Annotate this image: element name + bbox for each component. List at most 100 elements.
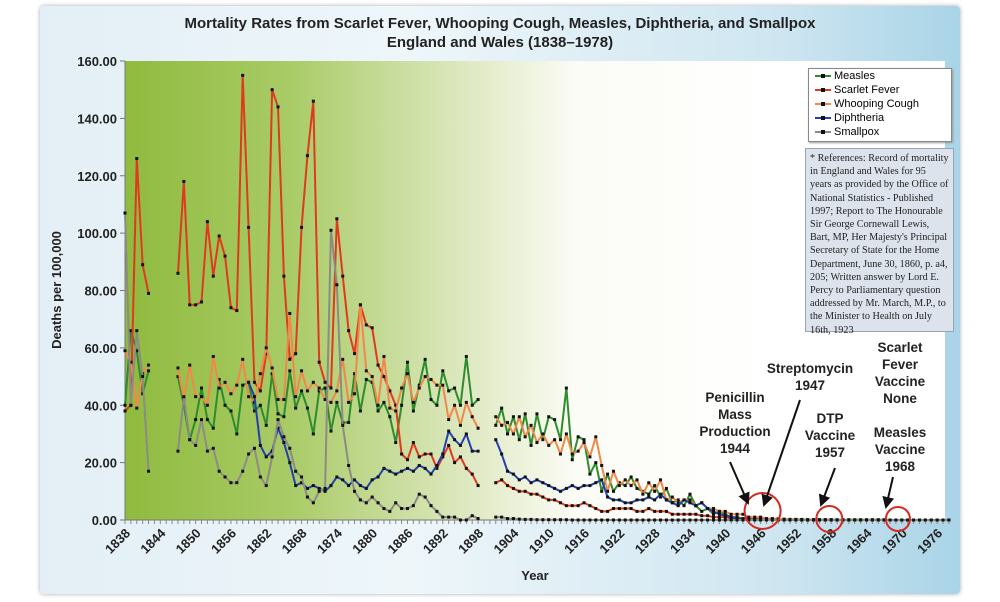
data-point — [135, 349, 139, 353]
data-point — [500, 423, 504, 427]
data-point — [511, 415, 515, 419]
data-point — [229, 306, 233, 310]
data-point — [611, 469, 615, 473]
data-point — [200, 418, 204, 422]
title-line: Mortality Rates from Scarlet Fever, Whoo… — [184, 15, 816, 32]
annotation-text: Measles Vaccine 1968 — [873, 425, 927, 474]
data-point — [176, 271, 180, 275]
data-point — [217, 469, 221, 473]
data-point — [423, 375, 427, 379]
data-point — [706, 514, 710, 518]
data-point — [441, 383, 445, 387]
data-point — [494, 415, 498, 419]
data-point — [135, 329, 139, 333]
data-point — [617, 498, 621, 502]
data-point — [800, 518, 804, 522]
data-point — [394, 403, 398, 407]
data-point — [388, 389, 392, 393]
data-point — [400, 507, 404, 511]
data-point — [535, 492, 539, 496]
y-tick-label: 20.00 — [84, 456, 117, 471]
data-point — [388, 469, 392, 473]
data-point — [912, 518, 916, 522]
data-point — [947, 518, 951, 522]
data-point — [364, 377, 368, 381]
data-point — [941, 518, 945, 522]
data-point — [523, 489, 527, 493]
data-point — [806, 518, 810, 522]
x-axis-label: Year — [521, 568, 548, 583]
data-point — [276, 398, 280, 402]
data-point — [523, 475, 527, 479]
data-point — [676, 512, 680, 516]
data-point — [258, 403, 262, 407]
x-tick-label: 1916 — [561, 526, 592, 557]
data-point — [564, 518, 568, 522]
data-point — [464, 432, 468, 436]
data-point — [759, 515, 763, 519]
data-point — [241, 469, 245, 473]
data-point — [423, 357, 427, 361]
data-point — [441, 515, 445, 519]
data-point — [717, 509, 721, 513]
subtitle-line: England and Wales (1838–1978) — [386, 34, 614, 51]
x-tick-label: 1856 — [208, 526, 239, 557]
data-point — [411, 441, 415, 445]
data-point — [694, 504, 698, 508]
data-point — [376, 475, 380, 479]
data-point — [241, 357, 245, 361]
data-point — [229, 392, 233, 396]
data-point — [194, 303, 198, 307]
data-point — [300, 475, 304, 479]
legend-label: Measles — [834, 70, 875, 82]
data-point — [500, 406, 504, 410]
data-point — [300, 481, 304, 485]
y-tick-label: 60.00 — [84, 341, 117, 356]
data-point — [217, 234, 221, 238]
annotation-text: Scarlet Fever Vaccine None — [874, 340, 926, 406]
data-point — [458, 403, 462, 407]
data-point — [712, 509, 715, 513]
x-tick-label: 1904 — [490, 525, 522, 557]
data-point — [235, 383, 239, 387]
data-point — [376, 409, 380, 413]
data-point — [394, 409, 398, 413]
data-point — [494, 515, 498, 519]
data-point — [376, 501, 380, 505]
data-point — [182, 395, 186, 399]
data-point — [405, 372, 409, 376]
series-line — [247, 381, 479, 493]
x-tick-label: 1886 — [385, 526, 416, 557]
data-point — [823, 518, 827, 522]
data-point — [388, 415, 392, 419]
data-point — [570, 484, 574, 488]
data-point — [147, 469, 151, 473]
data-point — [664, 518, 668, 522]
data-point — [176, 449, 180, 453]
data-point — [200, 300, 204, 304]
data-point — [653, 509, 657, 513]
data-point — [664, 486, 668, 490]
data-point — [305, 389, 309, 393]
data-point — [453, 515, 457, 519]
data-point — [447, 389, 451, 393]
data-point — [429, 504, 433, 508]
data-point — [829, 518, 833, 522]
data-point — [764, 518, 768, 522]
data-point — [529, 443, 533, 447]
data-point — [353, 372, 357, 376]
data-point — [252, 395, 256, 399]
annotation-dtp: DTP Vaccine 1957 — [800, 410, 860, 461]
data-point — [241, 383, 245, 387]
data-point — [453, 403, 457, 407]
data-point — [770, 518, 774, 522]
data-point — [558, 438, 562, 442]
data-point — [735, 518, 739, 522]
data-point — [529, 517, 533, 521]
data-point — [647, 495, 651, 499]
data-point — [723, 518, 727, 522]
data-point — [147, 369, 151, 373]
data-point — [606, 518, 610, 522]
data-point — [141, 375, 145, 379]
data-point — [682, 504, 686, 508]
